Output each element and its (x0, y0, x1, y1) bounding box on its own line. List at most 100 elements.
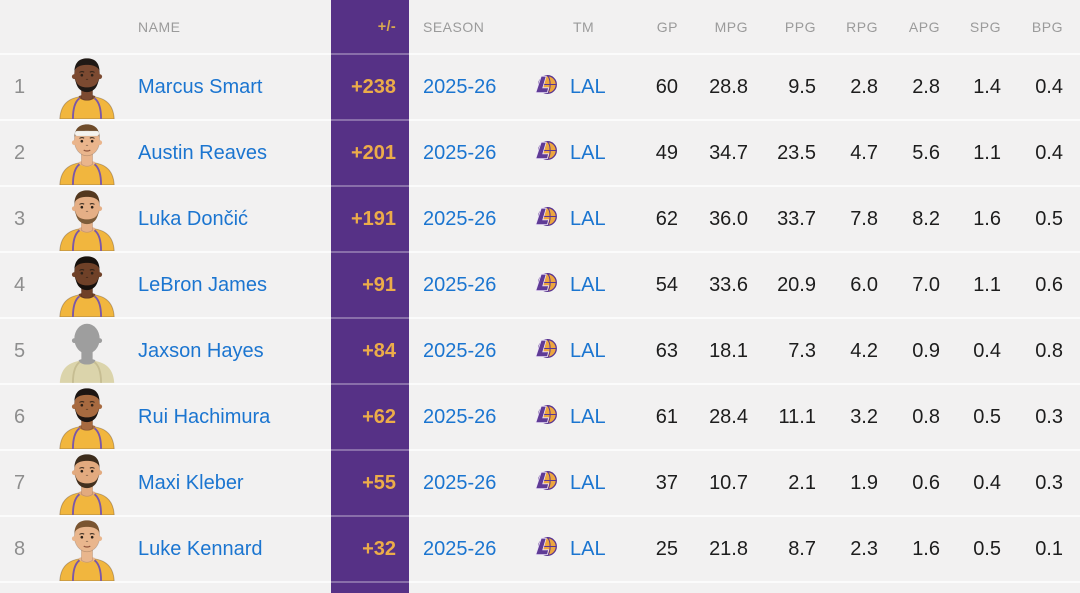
season-cell: 2025-26 (409, 385, 520, 451)
header-stat-rpg[interactable]: RPG (816, 0, 878, 55)
season-link[interactable]: 2025-26 (423, 537, 497, 560)
header-team-label: TM (573, 18, 595, 35)
lakers-logo-glyph (535, 273, 557, 292)
stat-value-mpg: 28.4 (678, 385, 748, 451)
rank-cell: 3 (0, 187, 38, 253)
player-name-link[interactable]: Luka Dončić (138, 207, 249, 230)
header-stat-bpg[interactable]: BPG (1001, 0, 1063, 55)
header-stat-mpg[interactable]: MPG (678, 0, 748, 55)
team-abbr-link[interactable]: LAL (570, 405, 606, 428)
header-season[interactable]: SEASON (409, 0, 520, 55)
season-link[interactable]: 2025-26 (423, 405, 497, 428)
stat-value-rpg: 6.0 (816, 253, 878, 319)
team-cell: LAL (520, 319, 636, 385)
player-name-link[interactable]: Austin Reaves (138, 141, 267, 164)
player-name-link[interactable]: Jaxson Hayes (138, 339, 264, 362)
team-abbr-link[interactable]: LAL (570, 273, 606, 296)
stat-value-bpg: 0.6 (1001, 253, 1063, 319)
stat-value-rpg: 7.8 (816, 187, 878, 253)
table-row: 4 LeBron James +91 2025-26 LAL 54 33.6 2… (0, 253, 1080, 319)
player-name-cell: Luka Dončić (136, 187, 331, 253)
plus-minus-value: +84 (362, 339, 396, 362)
player-name-cell: LeBron James (136, 253, 331, 319)
season-link[interactable]: 2025-26 (423, 273, 497, 296)
player-name-link[interactable]: Maxi Kleber (138, 471, 244, 494)
team-abbr-link[interactable]: LAL (570, 471, 606, 494)
row-right-spacer (1063, 451, 1080, 517)
team-cell: LAL (520, 55, 636, 121)
header-stat-label: APG (908, 18, 940, 35)
stat-value-spg: 0.4 (940, 319, 1001, 385)
season-link[interactable]: 2025-26 (423, 471, 497, 494)
partial-right (409, 583, 1080, 593)
player-avatar[interactable] (38, 385, 136, 451)
stat-value-ppg: 2.1 (748, 451, 816, 517)
team-abbr-link[interactable]: LAL (570, 537, 606, 560)
player-avatar[interactable] (38, 187, 136, 253)
rank-cell: 8 (0, 517, 38, 583)
lakers-logo-icon (534, 536, 558, 562)
header-stat-gp[interactable]: GP (636, 0, 678, 55)
player-avatar-illustration (59, 256, 115, 317)
player-name-link[interactable]: Marcus Smart (138, 75, 263, 98)
player-avatar[interactable] (38, 517, 136, 583)
player-avatar[interactable] (38, 121, 136, 187)
lakers-logo-glyph (535, 471, 557, 490)
lakers-logo-icon (534, 470, 558, 496)
row-right-spacer (1063, 319, 1080, 385)
header-stat-label: PPG (784, 18, 816, 35)
lakers-logo-icon (534, 338, 558, 364)
player-name-cell: Jaxson Hayes (136, 319, 331, 385)
season-cell: 2025-26 (409, 55, 520, 121)
team-abbr-link[interactable]: LAL (570, 75, 606, 98)
player-name-link[interactable]: Luke Kennard (138, 537, 263, 560)
rank-cell: 4 (0, 253, 38, 319)
player-avatar[interactable] (38, 55, 136, 121)
header-stat-spg[interactable]: SPG (940, 0, 1001, 55)
row-right-spacer (1063, 385, 1080, 451)
team-abbr-link[interactable]: LAL (570, 141, 606, 164)
team-cell: LAL (520, 385, 636, 451)
player-avatar-illustration (59, 454, 115, 515)
row-right-spacer (1063, 187, 1080, 253)
header-team[interactable]: TM (520, 0, 636, 55)
player-name-link[interactable]: Rui Hachimura (138, 405, 271, 428)
player-name-link[interactable]: LeBron James (138, 273, 267, 296)
plus-minus-value: +55 (362, 471, 396, 494)
season-cell: 2025-26 (409, 451, 520, 517)
season-cell: 2025-26 (409, 319, 520, 385)
season-link[interactable]: 2025-26 (423, 207, 497, 230)
player-avatar[interactable] (38, 253, 136, 319)
header-stat-apg[interactable]: APG (878, 0, 940, 55)
season-link[interactable]: 2025-26 (423, 75, 497, 98)
player-avatar[interactable] (38, 319, 136, 385)
header-stat-label: GP (656, 18, 678, 35)
lakers-logo-icon (534, 272, 558, 298)
header-plus-minus[interactable]: +/- (331, 0, 409, 55)
stat-value-rpg: 1.9 (816, 451, 878, 517)
season-link[interactable]: 2025-26 (423, 141, 497, 164)
header-name[interactable]: NAME (136, 0, 331, 55)
stat-value-rpg: 4.7 (816, 121, 878, 187)
team-abbr-link[interactable]: LAL (570, 207, 606, 230)
stat-value-spg: 1.6 (940, 187, 1001, 253)
row-right-spacer (1063, 121, 1080, 187)
stat-value-gp: 49 (636, 121, 678, 187)
lakers-logo-icon (534, 404, 558, 430)
season-link[interactable]: 2025-26 (423, 339, 497, 362)
header-right-spacer (1063, 0, 1080, 55)
season-cell: 2025-26 (409, 187, 520, 253)
header-stat-ppg[interactable]: PPG (748, 0, 816, 55)
header-stat-label: BPG (1031, 18, 1063, 35)
lakers-logo-glyph (535, 75, 557, 94)
stat-value-apg: 7.0 (878, 253, 940, 319)
row-right-spacer (1063, 55, 1080, 121)
header-stat-label: SPG (969, 18, 1001, 35)
team-abbr-link[interactable]: LAL (570, 339, 606, 362)
stat-value-spg: 0.4 (940, 451, 1001, 517)
stat-value-spg: 1.1 (940, 253, 1001, 319)
player-avatar[interactable] (38, 451, 136, 517)
plus-minus-value: +191 (350, 207, 396, 230)
lakers-logo-icon (534, 140, 558, 166)
plus-minus-cell: +62 (331, 385, 409, 451)
